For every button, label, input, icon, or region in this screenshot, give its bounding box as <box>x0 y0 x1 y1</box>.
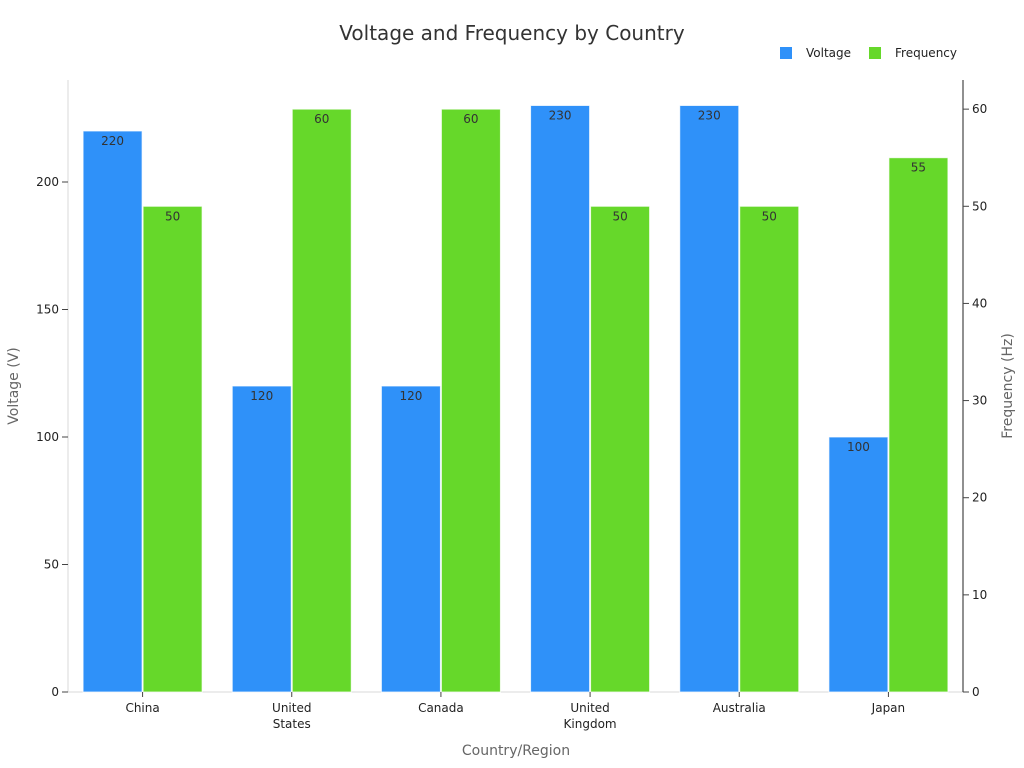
frequency-bar-china <box>142 205 203 693</box>
frequency-data-label-china: 50 <box>165 209 180 223</box>
frequency-bar-canada <box>440 108 501 693</box>
voltage-bar-china <box>82 130 143 693</box>
voltage-data-label-united-states: 120 <box>250 389 273 403</box>
right-axis-tick-10: 10 <box>972 588 987 602</box>
right-axis-label: Frequency (Hz) <box>1000 333 1016 439</box>
frequency-bar-japan <box>888 157 949 693</box>
voltage-data-label-china: 220 <box>101 134 124 148</box>
right-axis-tick-50: 50 <box>972 199 987 213</box>
voltage-bar-japan <box>828 436 889 693</box>
voltage-data-label-canada: 120 <box>399 389 422 403</box>
legend-swatch-voltage <box>780 47 792 59</box>
x-axis-tick-united-kingdom: United Kingdom <box>564 701 617 731</box>
left-axis-tick-50: 50 <box>44 558 59 572</box>
frequency-data-label-japan: 55 <box>911 161 926 175</box>
frequency-data-label-canada: 60 <box>463 112 478 126</box>
right-axis-tick-40: 40 <box>972 296 987 310</box>
frequency-bar-australia <box>739 205 800 693</box>
left-axis-tick-0: 0 <box>51 685 59 699</box>
ticks: 0 50 100 150 200 0 10 20 30 40 50 60 China United Stat… <box>36 102 987 731</box>
voltage-data-label-australia: 230 <box>698 109 721 123</box>
x-axis-tick-canada: Canada <box>418 701 464 715</box>
left-axis-label: Voltage (V) <box>6 347 22 424</box>
voltage-bar-united-states <box>231 385 292 693</box>
right-axis-tick-60: 60 <box>972 102 987 116</box>
left-axis-tick-100: 100 <box>36 430 59 444</box>
right-axis-tick-30: 30 <box>972 394 987 408</box>
voltage-bar-canada <box>380 385 441 693</box>
x-axis-tick-china: China <box>125 701 159 715</box>
frequency-data-label-united-states: 60 <box>314 112 329 126</box>
chart-title: Voltage and Frequency by Country <box>339 21 685 45</box>
frequency-bar-united-kingdom <box>590 205 651 693</box>
voltage-data-label-japan: 100 <box>847 440 870 454</box>
left-axis-tick-200: 200 <box>36 175 59 189</box>
voltage-bar-australia <box>679 105 740 693</box>
legend-swatch-frequency <box>869 47 881 59</box>
x-axis-tick-australia: Australia <box>713 701 766 715</box>
right-axis-tick-20: 20 <box>972 491 987 505</box>
bars <box>82 105 949 693</box>
voltage-bar-united-kingdom <box>530 105 591 693</box>
frequency-data-label-australia: 50 <box>762 209 777 223</box>
legend: Voltage Frequency <box>780 46 957 60</box>
legend-label-frequency: Frequency <box>895 46 957 60</box>
right-axis-tick-0: 0 <box>972 685 980 699</box>
data-labels: 220 50 120 60 120 60 230 50 230 50 100 55 <box>101 109 926 455</box>
x-axis-tick-united-states: United States <box>272 701 311 731</box>
x-axis-label: Country/Region <box>462 743 570 759</box>
frequency-bar-united-states <box>291 108 352 693</box>
left-axis-tick-150: 150 <box>36 303 59 317</box>
x-axis-tick-japan: Japan <box>871 701 905 715</box>
voltage-data-label-united-kingdom: 230 <box>549 109 572 123</box>
frequency-data-label-united-kingdom: 50 <box>612 209 627 223</box>
legend-label-voltage: Voltage <box>806 46 851 60</box>
